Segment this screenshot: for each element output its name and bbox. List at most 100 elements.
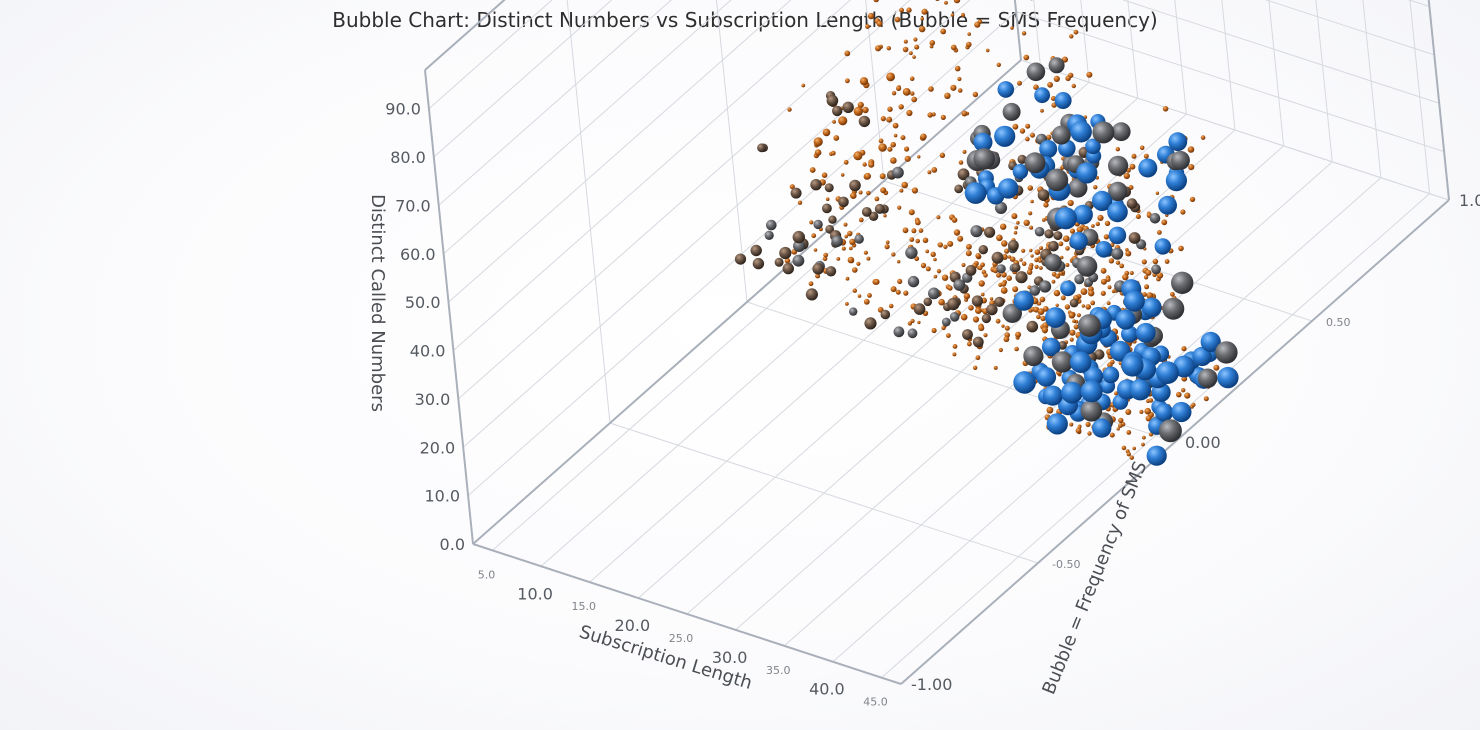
- bubble-point: [913, 303, 926, 315]
- bubble-point: [891, 252, 896, 257]
- bubble-point: [1145, 269, 1152, 276]
- bubble-point: [1086, 71, 1093, 78]
- bubble-point: [1107, 362, 1113, 368]
- bubble-point: [1004, 248, 1010, 254]
- bubble-series: [734, 0, 1239, 466]
- z-tick-label-minor: -0.50: [1052, 558, 1080, 571]
- bubble-point: [1000, 223, 1007, 230]
- bubble-point: [1046, 413, 1068, 435]
- bubble-point: [975, 355, 981, 361]
- bubble-point: [1109, 432, 1115, 438]
- bubble-point: [764, 230, 774, 240]
- bubble-point: [1051, 351, 1074, 373]
- bubble-point: [1157, 230, 1162, 235]
- bubble-point: [847, 256, 855, 264]
- bubble-point: [1029, 285, 1041, 296]
- bubble-point: [840, 173, 845, 177]
- bubble-point: [1165, 170, 1187, 192]
- bubble-point: [1072, 319, 1076, 323]
- bubble-point: [1197, 368, 1218, 389]
- bubble-point: [853, 151, 863, 161]
- bubble-point: [978, 325, 985, 332]
- bubble-point: [752, 257, 765, 270]
- bubble-point: [1111, 122, 1131, 142]
- bubble-point: [1129, 455, 1135, 460]
- bubble-point: [1043, 202, 1049, 208]
- bubble-point: [902, 227, 909, 234]
- bubble-point: [920, 133, 927, 140]
- bubble-point: [811, 233, 817, 239]
- bubble-point: [792, 230, 805, 244]
- bubble-point: [1001, 281, 1007, 287]
- bubble-point: [1030, 199, 1034, 204]
- bubble-point: [750, 244, 762, 257]
- x-tick-label-minor: 35.0: [766, 664, 791, 677]
- bubble-point: [1161, 219, 1168, 226]
- bubble-point: [912, 55, 916, 59]
- bubble-point: [1178, 245, 1184, 252]
- bubble-point: [1015, 331, 1022, 338]
- back-wall-gridline: [1174, 0, 1187, 115]
- bubble-point: [936, 269, 942, 274]
- bubble-point: [911, 228, 917, 234]
- bubble-point: [893, 133, 898, 138]
- bubble-point: [965, 265, 977, 276]
- y-tick-label: 90.0: [385, 100, 421, 119]
- left-wall-gridline: [715, 0, 748, 303]
- bubble-point: [790, 187, 802, 199]
- bubble-point: [1126, 452, 1132, 457]
- z-tick-label: 1.00: [1459, 191, 1480, 210]
- bubble-point: [1021, 261, 1027, 267]
- bubble-point: [1021, 31, 1027, 36]
- bubble-point: [1039, 280, 1052, 293]
- bubble-point: [1176, 391, 1182, 398]
- bubble-point: [962, 149, 967, 154]
- bubble-point: [1170, 291, 1175, 297]
- bubble-point: [897, 278, 903, 284]
- bubble-point: [883, 214, 887, 218]
- bubble-point: [967, 341, 972, 347]
- bubble-point: [1092, 121, 1115, 144]
- bubble-point: [1123, 172, 1131, 180]
- left-wall-gridline: [457, 0, 911, 400]
- bubble-point: [998, 178, 1019, 199]
- bubble-point: [843, 159, 849, 165]
- bubble-point: [757, 143, 766, 153]
- bubble-point: [909, 237, 915, 243]
- left-wall-gridline: [443, 0, 732, 255]
- bubble-point: [941, 317, 951, 327]
- bubble-point: [893, 326, 905, 338]
- bubble-point: [980, 262, 985, 268]
- bubble-point: [828, 215, 837, 224]
- bubble-point: [847, 230, 853, 237]
- bubble-point: [968, 305, 974, 311]
- bubble-point: [902, 88, 911, 96]
- bubble-point: [1145, 415, 1152, 422]
- y-tick-label: 20.0: [420, 438, 456, 457]
- back-wall-gridline: [1127, 0, 1139, 99]
- bubble-point: [1146, 292, 1154, 299]
- bubble-point: [1013, 371, 1036, 394]
- bubble-point: [971, 295, 984, 307]
- bubble-point: [1162, 297, 1185, 320]
- bubble-point: [1200, 135, 1206, 140]
- bubble-point: [1154, 238, 1172, 255]
- bubble-point: [1039, 246, 1044, 251]
- bubble-point: [1188, 164, 1195, 171]
- z-tick-label: 0.00: [1185, 433, 1221, 452]
- bubble-point: [784, 258, 791, 264]
- bubble-point: [1122, 274, 1129, 281]
- bubble-point: [910, 91, 915, 96]
- bubble-point: [866, 256, 871, 261]
- bubble-point: [1063, 235, 1070, 242]
- bubble-point: [973, 132, 993, 152]
- bubble-point: [1070, 120, 1092, 143]
- y-tick-label: 80.0: [390, 148, 426, 167]
- back-wall-gridline: [1407, 0, 1430, 8]
- bubble-point: [862, 106, 869, 114]
- bubble-point: [1067, 199, 1074, 207]
- bubble-point: [1028, 265, 1034, 271]
- bubble-point: [1156, 361, 1179, 384]
- bubble-point: [844, 50, 851, 57]
- bubble-point: [1069, 351, 1092, 374]
